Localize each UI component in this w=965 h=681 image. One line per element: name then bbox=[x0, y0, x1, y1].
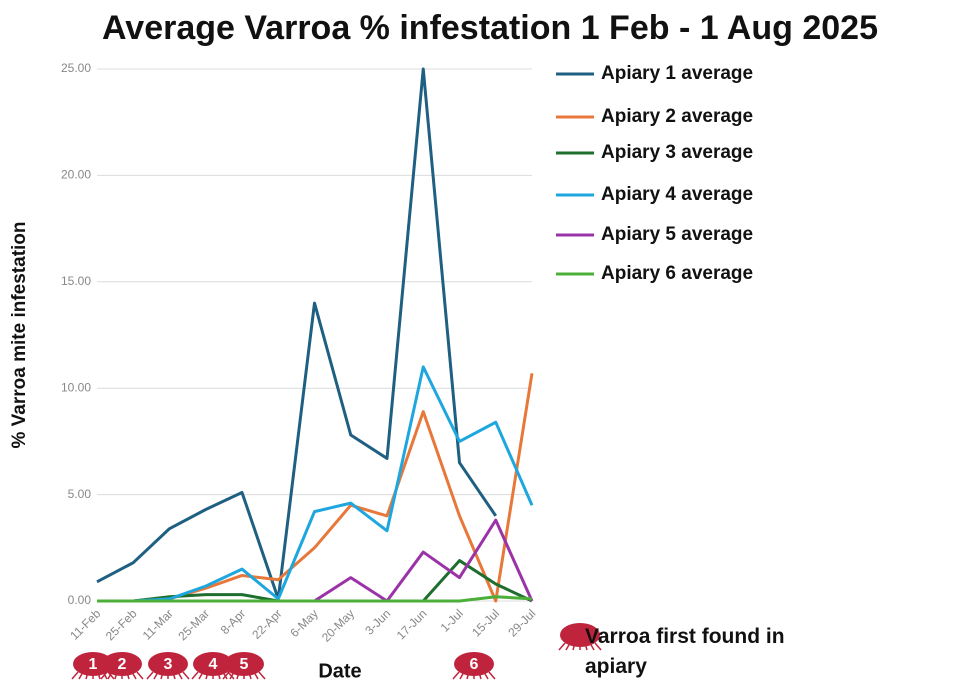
legend-label: Apiary 6 average bbox=[601, 263, 753, 284]
mite-leg bbox=[126, 671, 130, 680]
mite-leg bbox=[466, 671, 470, 680]
x-tick-label: 20-May bbox=[319, 606, 357, 644]
mite-leg bbox=[459, 671, 465, 680]
y-tick-label: 20.00 bbox=[61, 168, 91, 182]
mite-leg bbox=[222, 671, 230, 680]
mite-leg bbox=[572, 642, 576, 651]
first-found-marker: 2 bbox=[100, 652, 144, 680]
mite-leg bbox=[182, 671, 190, 680]
marker-label: 6 bbox=[470, 656, 479, 673]
y-tick-label: 5.00 bbox=[68, 487, 92, 501]
mite-leg bbox=[483, 671, 489, 680]
mite-body bbox=[560, 623, 600, 647]
x-tick-label: 1-Jul bbox=[438, 606, 466, 634]
x-tick-label: 17-Jun bbox=[394, 606, 430, 642]
x-tick-label: 25-Mar bbox=[175, 606, 212, 643]
mite-leg bbox=[258, 671, 266, 680]
first-found-marker: 6 bbox=[452, 652, 496, 680]
annotation-icon bbox=[558, 623, 602, 651]
mite-leg bbox=[97, 671, 101, 680]
marker-label: 4 bbox=[209, 656, 218, 673]
x-tick-label: 11-Feb bbox=[67, 606, 103, 642]
mite-leg bbox=[217, 671, 221, 680]
y-tick-label: 0.00 bbox=[68, 593, 92, 607]
mite-body bbox=[193, 652, 233, 676]
mite-leg bbox=[452, 671, 460, 680]
mite-leg bbox=[107, 671, 113, 680]
x-tick-label: 8-Apr bbox=[218, 606, 249, 637]
marker-label: 5 bbox=[240, 656, 249, 673]
legend-label: Apiary 1 average bbox=[601, 63, 753, 84]
y-axis-label: % Varroa mite infestation bbox=[9, 221, 30, 448]
mite-leg bbox=[236, 671, 240, 680]
mite-leg bbox=[229, 671, 235, 680]
mite-leg bbox=[114, 671, 118, 680]
mite-leg bbox=[227, 671, 235, 680]
first-found-marker: 1 bbox=[71, 652, 115, 680]
mite-body bbox=[148, 652, 188, 676]
mite-leg bbox=[160, 671, 164, 680]
legend-label: Apiary 2 average bbox=[601, 106, 753, 127]
x-tick-label: 11-Mar bbox=[140, 606, 176, 642]
y-tick-label: 15.00 bbox=[61, 274, 91, 288]
x-tick-label: 29-Jul bbox=[505, 606, 538, 639]
mite-body bbox=[73, 652, 113, 676]
mite-leg bbox=[131, 671, 137, 680]
series-line bbox=[96, 67, 497, 601]
annotation-text: Varroa first found in apiary bbox=[585, 625, 785, 678]
mite-body bbox=[224, 652, 264, 676]
mite-leg bbox=[172, 671, 176, 680]
series-line bbox=[97, 595, 533, 603]
x-tick-label: 3-Jun bbox=[362, 606, 393, 637]
legend-label: Apiary 5 average bbox=[601, 224, 753, 245]
x-tick-label: 22-Apr bbox=[249, 606, 284, 641]
y-tick-label: 10.00 bbox=[61, 380, 91, 394]
first-found-marker: 4 bbox=[191, 652, 235, 680]
x-tick-label: 15-Jul bbox=[469, 606, 502, 639]
mite-leg bbox=[146, 671, 154, 680]
mite-leg bbox=[222, 671, 228, 680]
mite-leg bbox=[565, 642, 571, 651]
mite-leg bbox=[71, 671, 79, 680]
marker-label: 2 bbox=[118, 656, 127, 673]
series-line bbox=[97, 365, 534, 603]
mite-leg bbox=[102, 671, 108, 680]
mite-leg bbox=[85, 671, 89, 680]
marker-label: 1 bbox=[89, 656, 98, 673]
mite-leg bbox=[594, 642, 602, 651]
mite-leg bbox=[584, 642, 588, 651]
y-tick-label: 25.00 bbox=[61, 61, 91, 75]
mite-leg bbox=[248, 671, 252, 680]
mite-leg bbox=[198, 671, 204, 680]
mite-body bbox=[454, 652, 494, 676]
mite-leg bbox=[589, 642, 595, 651]
first-found-marker: 5 bbox=[222, 652, 266, 680]
mite-leg bbox=[191, 671, 199, 680]
chart-title: Average Varroa % infestation 1 Feb - 1 A… bbox=[102, 9, 878, 47]
mite-leg bbox=[100, 671, 108, 680]
marker-label: 3 bbox=[164, 656, 173, 673]
mite-body bbox=[102, 652, 142, 676]
mite-leg bbox=[136, 671, 144, 680]
x-tick-label: 25-Feb bbox=[103, 606, 140, 643]
mite-leg bbox=[558, 642, 566, 651]
mite-leg bbox=[253, 671, 259, 680]
mite-leg bbox=[205, 671, 209, 680]
mite-leg bbox=[153, 671, 159, 680]
first-found-marker: 3 bbox=[146, 652, 190, 680]
x-axis-label: Date bbox=[318, 660, 361, 681]
mite-leg bbox=[177, 671, 183, 680]
x-tick-label: 6-May bbox=[287, 606, 320, 639]
mite-leg bbox=[78, 671, 84, 680]
legend-label: Apiary 3 average bbox=[601, 142, 753, 163]
legend-label: Apiary 4 average bbox=[601, 184, 753, 205]
mite-leg bbox=[478, 671, 482, 680]
mite-leg bbox=[107, 671, 115, 680]
mite-leg bbox=[488, 671, 496, 680]
